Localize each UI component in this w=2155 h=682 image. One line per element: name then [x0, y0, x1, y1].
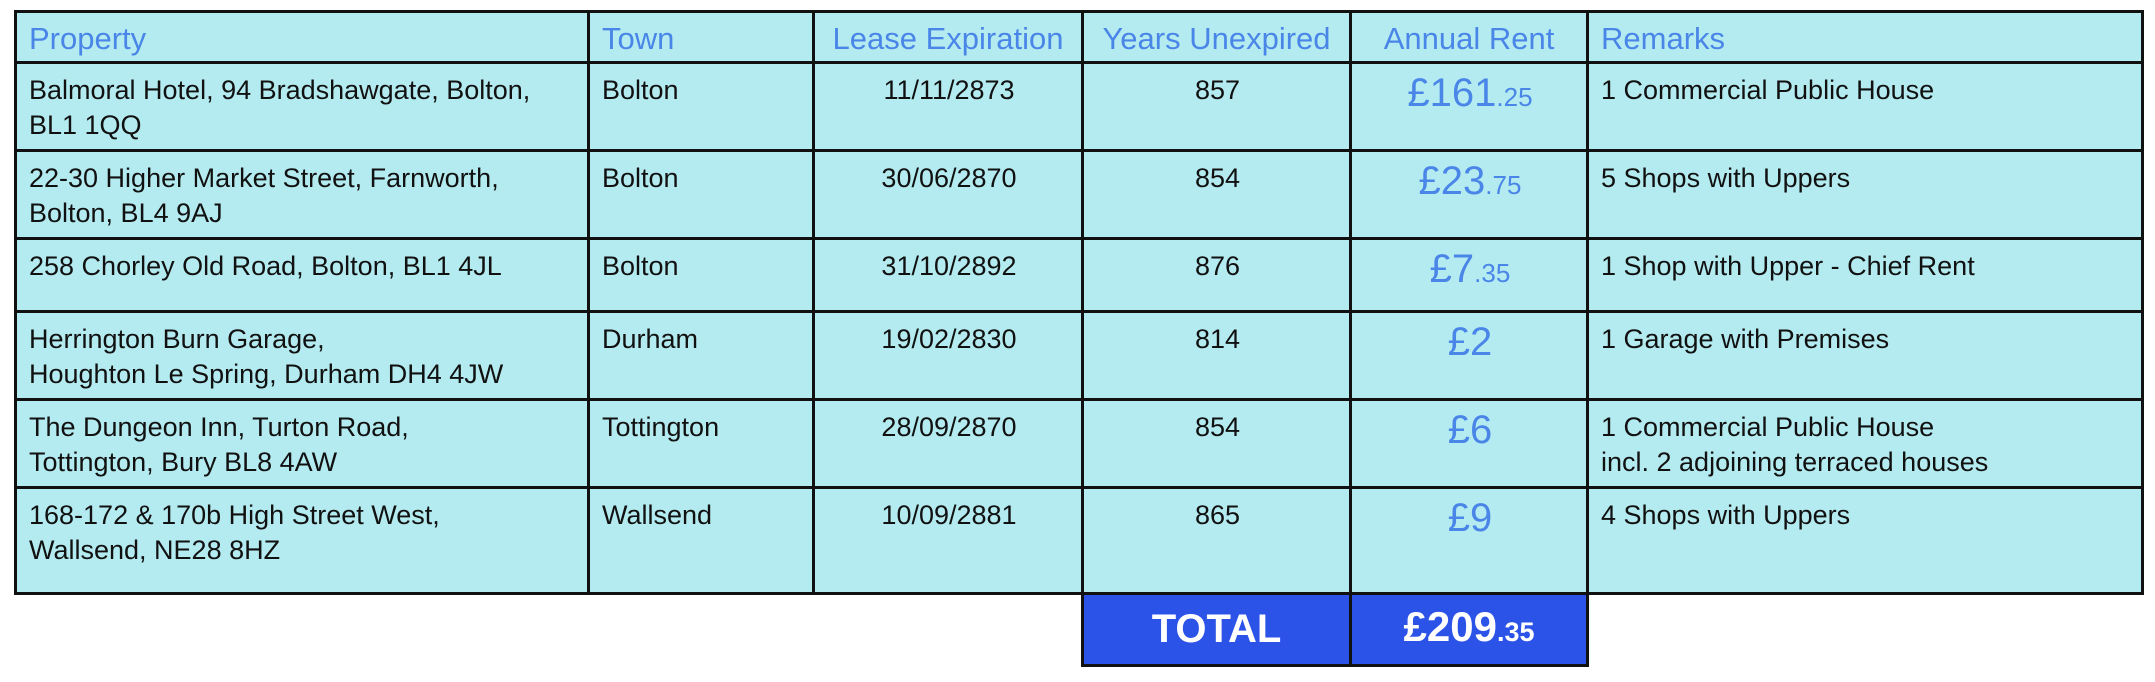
- table-row: 22-30 Higher Market Street, Farnworth, B…: [14, 149, 2144, 240]
- rent-pounds: £2: [1447, 320, 1493, 364]
- total-label: TOTAL: [1081, 592, 1352, 667]
- years-unexpired-cell: 854: [1081, 398, 1352, 489]
- rent-pounds: £9: [1447, 496, 1493, 540]
- rent-pence: .75: [1485, 170, 1522, 200]
- header-years-unexpired: Years Unexpired: [1081, 10, 1352, 64]
- property-cell: The Dungeon Inn, Turton Road, Tottington…: [14, 398, 590, 489]
- header-lease-expiration: Lease Expiration: [812, 10, 1084, 64]
- remarks-cell: 5 Shops with Uppers: [1586, 149, 2144, 240]
- header-property: Property: [14, 10, 590, 64]
- table-row: Balmoral Hotel, 94 Bradshawgate, Bolton,…: [14, 61, 2144, 152]
- table-row: 168-172 & 170b High Street West, Wallsen…: [14, 486, 2144, 595]
- annual-rent-cell: £9: [1349, 486, 1589, 595]
- property-cell: 22-30 Higher Market Street, Farnworth, B…: [14, 149, 590, 240]
- annual-rent-cell: £7.35: [1349, 237, 1589, 313]
- annual-rent-cell: £161.25: [1349, 61, 1589, 152]
- remarks-cell: 1 Garage with Premises: [1586, 310, 2144, 401]
- years-unexpired-cell: 857: [1081, 61, 1352, 152]
- annual-rent-cell: £2: [1349, 310, 1589, 401]
- town-cell: Bolton: [587, 149, 815, 240]
- header-town: Town: [587, 10, 815, 64]
- total-value: £209.35: [1349, 592, 1589, 667]
- header-row: Property Town Lease Expiration Years Une…: [14, 10, 2144, 64]
- lease-expiration-cell: 10/09/2881: [812, 486, 1084, 595]
- remarks-cell: 1 Shop with Upper - Chief Rent: [1586, 237, 2144, 313]
- remarks-cell: 4 Shops with Uppers: [1586, 486, 2144, 595]
- town-cell: Durham: [587, 310, 815, 401]
- years-unexpired-cell: 854: [1081, 149, 1352, 240]
- town-cell: Wallsend: [587, 486, 815, 595]
- rent-pounds: £161: [1407, 71, 1497, 115]
- years-unexpired-cell: 865: [1081, 486, 1352, 595]
- town-cell: Bolton: [587, 61, 815, 152]
- header-annual-rent: Annual Rent: [1349, 10, 1589, 64]
- property-cell: Herrington Burn Garage, Houghton Le Spri…: [14, 310, 590, 401]
- table-row: The Dungeon Inn, Turton Road, Tottington…: [14, 398, 2144, 489]
- property-cell: Balmoral Hotel, 94 Bradshawgate, Bolton,…: [14, 61, 590, 152]
- rent-schedule-table: Property Town Lease Expiration Years Une…: [14, 10, 2144, 667]
- rent-pounds: £7: [1429, 247, 1475, 291]
- town-cell: Bolton: [587, 237, 815, 313]
- rent-pence: .35: [1474, 258, 1511, 288]
- property-cell: 168-172 & 170b High Street West, Wallsen…: [14, 486, 590, 595]
- lease-expiration-cell: 11/11/2873: [812, 61, 1084, 152]
- lease-expiration-cell: 31/10/2892: [812, 237, 1084, 313]
- rent-schedule: Property Town Lease Expiration Years Une…: [14, 10, 2144, 667]
- property-cell: 258 Chorley Old Road, Bolton, BL1 4JL: [14, 237, 590, 313]
- years-unexpired-cell: 876: [1081, 237, 1352, 313]
- rent-pence: .25: [1496, 82, 1533, 112]
- years-unexpired-cell: 814: [1081, 310, 1352, 401]
- total-row: TOTAL £209.35: [16, 592, 2143, 667]
- table-row: Herrington Burn Garage, Houghton Le Spri…: [14, 310, 2144, 401]
- remarks-cell: 1 Commercial Public House incl. 2 adjoin…: [1586, 398, 2144, 489]
- total-pence: .35: [1496, 617, 1535, 647]
- rent-pounds: £6: [1447, 408, 1493, 452]
- annual-rent-cell: £23.75: [1349, 149, 1589, 240]
- total-pounds: £209: [1403, 603, 1497, 650]
- table-row: 258 Chorley Old Road, Bolton, BL1 4JL Bo…: [14, 237, 2144, 313]
- town-cell: Tottington: [587, 398, 815, 489]
- lease-expiration-cell: 30/06/2870: [812, 149, 1084, 240]
- rent-pounds: £23: [1418, 159, 1486, 203]
- remarks-cell: 1 Commercial Public House: [1586, 61, 2144, 152]
- annual-rent-cell: £6: [1349, 398, 1589, 489]
- lease-expiration-cell: 19/02/2830: [812, 310, 1084, 401]
- lease-expiration-cell: 28/09/2870: [812, 398, 1084, 489]
- header-remarks: Remarks: [1586, 10, 2144, 64]
